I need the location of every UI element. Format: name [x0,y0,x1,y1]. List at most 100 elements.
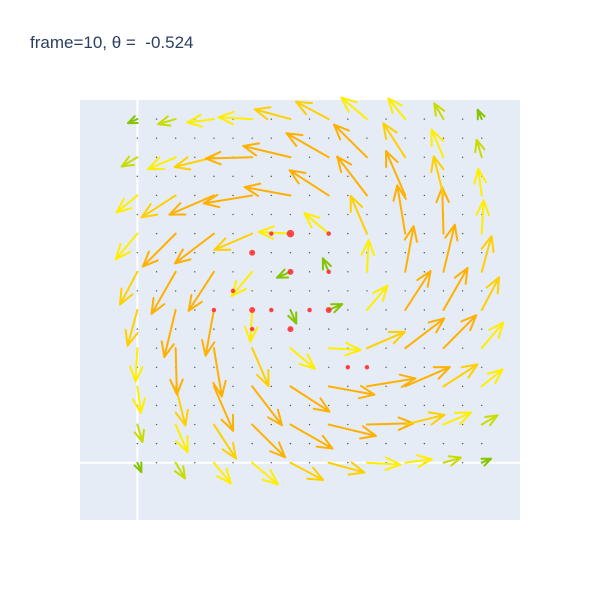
sample-dot [347,118,349,120]
sample-dot [174,252,177,254]
arrow-head [132,397,146,414]
arrow-head [384,456,402,471]
field-arrow [212,461,232,485]
sample-dot [136,290,139,292]
arrow-head [303,212,321,229]
field-arrow [212,385,235,432]
sample-dot [194,194,196,197]
sample-dot [481,137,483,139]
sample-dot [347,328,349,330]
arrow-head [476,108,486,121]
sample-dot [194,442,196,445]
arrow-head [168,202,187,216]
source-marker [269,231,274,236]
field-arrow [212,347,227,398]
source-markers [211,229,370,370]
arrow-shaft [340,96,368,121]
sample-dot [136,137,139,139]
sample-dot [423,423,426,426]
field-arrow [251,347,270,387]
field-arrow [295,100,330,121]
field-arrow [201,309,216,357]
field-arrow [217,110,254,126]
sample-dot [461,462,464,464]
arrow-head [288,169,307,185]
arrow-head [220,413,235,432]
arrow-head [160,340,175,359]
source-marker [249,307,256,313]
arrow-shaft [404,225,415,273]
arrow-shaft [187,270,215,312]
arrow-shaft [212,423,237,460]
arrow-head [444,223,459,242]
arrow-head [157,115,172,127]
sample-dot [232,252,234,254]
arrow-head [267,408,283,427]
sample-dot [232,385,234,388]
sample-dot [481,290,483,292]
sample-dot [366,404,368,407]
arrow-shaft [242,144,292,159]
sample-dot [155,404,158,407]
arrow-head [488,321,505,339]
sample-dot [404,404,406,407]
sample-dot [232,347,234,349]
arrow-head [173,465,186,480]
sample-dot [155,347,158,349]
source-marker [269,307,274,313]
arrow-shaft [212,385,235,432]
field-arrow [140,194,177,219]
arrow-shaft [365,461,402,466]
arrow-shaft [404,413,446,426]
sample-dot [251,213,253,216]
field-arrow [289,461,325,482]
arrow-shaft [382,122,407,159]
sample-dot [213,175,215,178]
arrow-shaft [212,347,223,398]
arrow-shaft [404,270,432,311]
arrow-head [430,155,445,174]
sample-dot [194,175,196,178]
sample-dot [155,271,158,273]
field-arrow [243,182,292,197]
arrow-shaft [213,232,254,251]
arrow-head [486,368,504,385]
arrow-shaft [365,377,417,388]
sample-dot [213,290,215,292]
arrow-head [460,363,479,379]
sample-dot [442,137,445,139]
arrow-head [257,225,275,240]
field-arrow [150,270,177,315]
source-marker [326,231,331,236]
sample-dot [347,175,349,178]
sample-dot [423,328,426,330]
arrow-shaft [119,270,139,306]
arrow-shaft [202,194,254,205]
arrow-shaft [136,423,144,443]
sample-dot [194,156,196,158]
arrow-shaft [365,284,389,311]
sample-dot [481,442,483,445]
sample-dot [270,137,273,139]
arrow-shaft [430,128,445,159]
sample-dot [461,118,464,120]
arrow-head [275,268,290,279]
sample-dot [327,137,330,139]
field-arrow [120,155,139,168]
sample-dot [327,366,330,368]
sample-dot [251,366,253,368]
arrow-head [133,428,145,443]
field-arrow [340,96,368,121]
sample-dot [213,404,215,407]
sample-dot [213,213,215,216]
arrow-head [484,414,499,427]
arrow-head [387,330,406,345]
field-arrow [480,414,499,427]
arrow-shaft [174,461,186,480]
source-marker [249,249,256,256]
arrow-shaft [147,156,177,171]
field-arrow [480,276,501,311]
arrow-shaft [186,118,215,124]
sample-dot [385,385,387,388]
sample-dot [270,462,273,464]
